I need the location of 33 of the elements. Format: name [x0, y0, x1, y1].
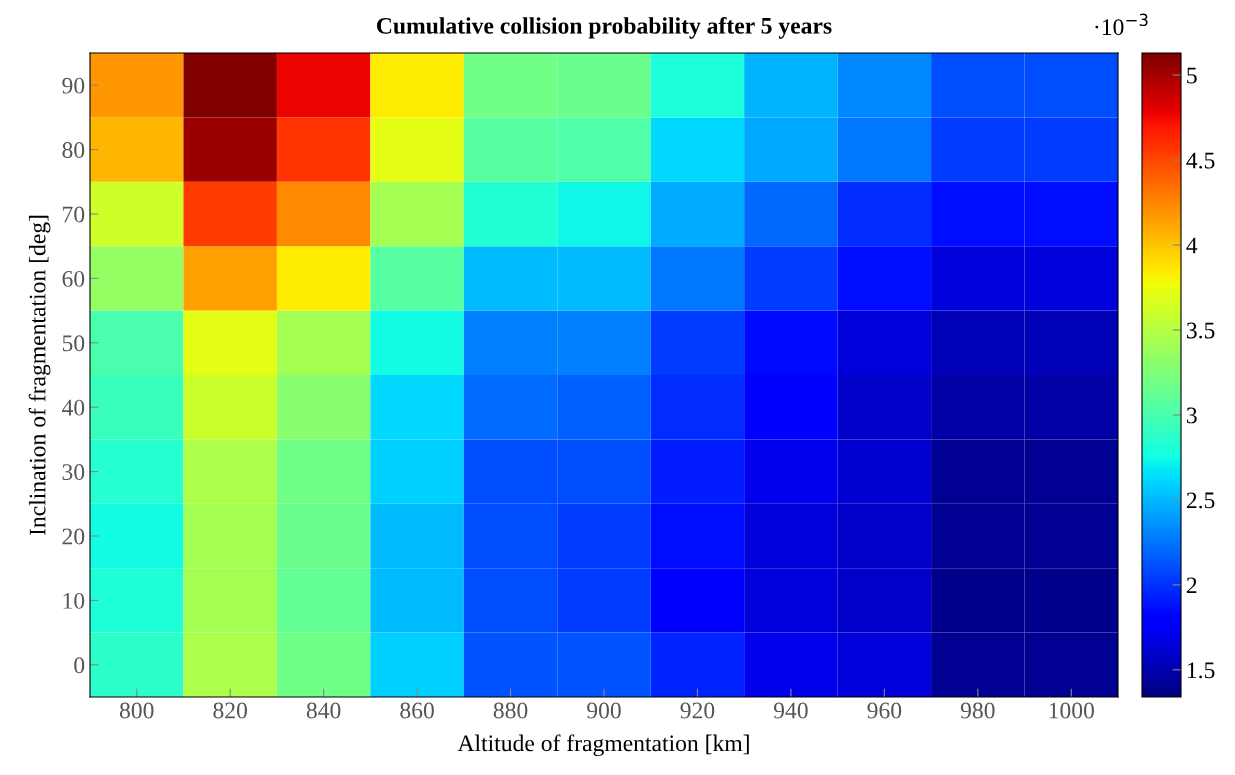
x-tick-label: 980 [960, 702, 995, 719]
y-tick-label: 0 [74, 657, 85, 674]
color-bar-label: 1.5 [1187, 662, 1215, 679]
color-bar-label: 5 [1187, 67, 1197, 84]
color-bar-label: 4 [1186, 237, 1198, 254]
x-tick-label: 960 [867, 702, 902, 719]
y-tick-label: 40 [61, 399, 85, 416]
x-tick-label: 800 [119, 702, 154, 719]
x-tick-label: 920 [680, 702, 715, 719]
color-bar-label: 3.5 [1186, 322, 1215, 339]
y-tick-label: 60 [62, 270, 85, 287]
color-bar-title: ·10$^{−3}$ [1095, 13, 1148, 36]
color-bar-label: 3 [1186, 407, 1197, 424]
y-tick-label: 80 [62, 142, 85, 159]
y-axis-title: Inclination of fragmentation [deg] [28, 215, 51, 536]
x-axis-title: Altitude of fragmentation [km] [457, 734, 749, 757]
x-tick-label: 880 [493, 702, 528, 719]
x-tick-label: 840 [306, 702, 341, 719]
color-bar-label: 2.5 [1186, 492, 1215, 509]
y-tick-label: 30 [62, 464, 85, 481]
x-tick-label: 1000 [1049, 702, 1094, 719]
x-tick-label: 940 [773, 702, 808, 719]
y-tick-label: 90 [62, 77, 85, 94]
color-bar-label: 4.5 [1186, 152, 1215, 169]
y-tick-label: 70 [63, 206, 85, 223]
y-tick-label: 10 [63, 592, 85, 609]
y-tick-label: 20 [62, 528, 85, 545]
x-tick-label: 900 [587, 702, 621, 719]
x-tick-label: 860 [400, 702, 434, 719]
color-bar-label: 2 [1186, 577, 1197, 594]
x-tick-label: 820 [213, 702, 247, 719]
chart-title: Cumulative collision probability after 5 years [377, 16, 832, 39]
y-tick-label: 50 [62, 335, 85, 352]
